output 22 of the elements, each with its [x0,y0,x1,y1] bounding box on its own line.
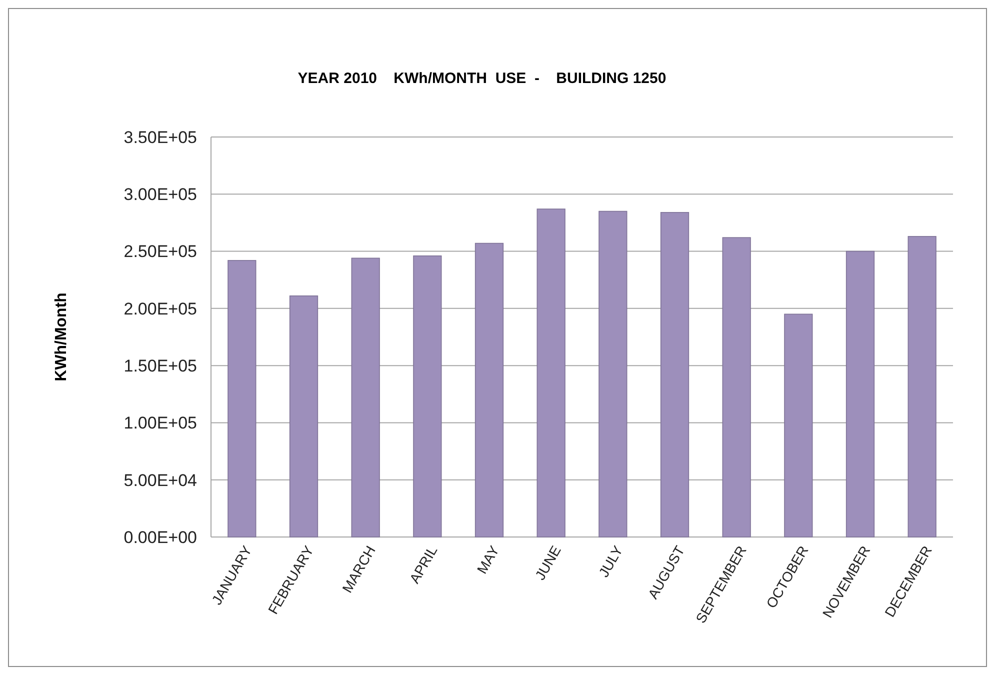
bar [536,208,566,538]
bar [908,236,936,538]
bar [722,237,751,538]
bar [784,314,813,538]
y-tick-label: 5.00E+04 [124,470,197,490]
bar [598,210,628,538]
bar [660,212,690,538]
bar [289,295,318,538]
bar [474,242,504,538]
y-tick-label: 2.00E+05 [124,299,197,318]
y-tick-label: 3.00E+05 [124,185,197,204]
bar [846,250,875,538]
y-axis-title: KWh/Month [53,292,70,382]
y-tick-label: 0.00E+00 [124,528,197,547]
bar [228,260,256,538]
y-tick-label: 1.00E+05 [124,414,197,433]
chart-title: YEAR 2010 KWh/MONTH USE - BUILDING 1250 [298,70,666,87]
bar [413,255,442,538]
y-tick-label: 2.50E+05 [124,242,197,262]
bar [351,258,380,538]
y-tick-label: 1.50E+05 [124,356,197,376]
y-tick-label: 3.50E+05 [124,128,197,147]
